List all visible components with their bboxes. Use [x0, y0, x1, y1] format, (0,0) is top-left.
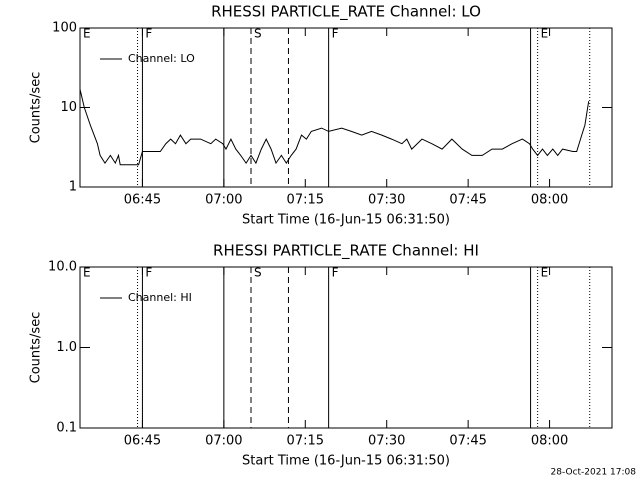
y-axis-label: Counts/sec	[29, 312, 44, 384]
event-label: F	[145, 266, 152, 280]
y-tick-label: 10.0	[48, 260, 77, 275]
event-label: F	[332, 27, 339, 41]
y-axis-label: Counts/sec	[29, 72, 44, 144]
legend-label: Channel: HI	[128, 291, 192, 304]
event-label: E	[83, 27, 91, 41]
x-tick-label: 07:15	[287, 434, 324, 449]
event-label: E	[83, 266, 91, 280]
x-tick-label: 08:00	[531, 193, 568, 208]
x-tick-label: 07:00	[205, 434, 242, 449]
x-tick-label: 07:45	[449, 434, 486, 449]
x-tick-label: 07:30	[368, 434, 405, 449]
x-axis-label: Start Time (16-Jun-15 06:31:50)	[242, 213, 450, 228]
x-tick-label: 07:45	[449, 193, 486, 208]
chart-title: RHESSI PARTICLE_RATE Channel: LO	[211, 3, 481, 22]
x-axis-label: Start Time (16-Jun-15 06:31:50)	[242, 454, 450, 469]
data-line	[79, 89, 590, 166]
x-tick-label: 06:45	[124, 193, 161, 208]
event-label: F	[145, 27, 152, 41]
y-tick-label: 1.0	[56, 340, 77, 355]
event-label: S	[254, 27, 262, 41]
legend-label: Channel: LO	[128, 52, 195, 65]
event-label: E	[541, 266, 549, 280]
y-tick-label: 10	[60, 100, 77, 115]
y-tick-label: 0.1	[56, 421, 77, 436]
x-tick-label: 06:45	[124, 434, 161, 449]
x-tick-label: 07:30	[368, 193, 405, 208]
x-tick-label: 08:00	[531, 434, 568, 449]
x-tick-label: 07:00	[205, 193, 242, 208]
event-label: E	[541, 27, 549, 41]
timestamp: 28-Oct-2021 17:08	[551, 468, 637, 478]
event-label: F	[332, 266, 339, 280]
event-label: S	[254, 266, 262, 280]
chart-title: RHESSI PARTICLE_RATE Channel: HI	[213, 242, 479, 261]
x-tick-label: 07:15	[287, 193, 324, 208]
y-tick-label: 1	[69, 180, 77, 195]
y-tick-label: 100	[52, 21, 77, 36]
